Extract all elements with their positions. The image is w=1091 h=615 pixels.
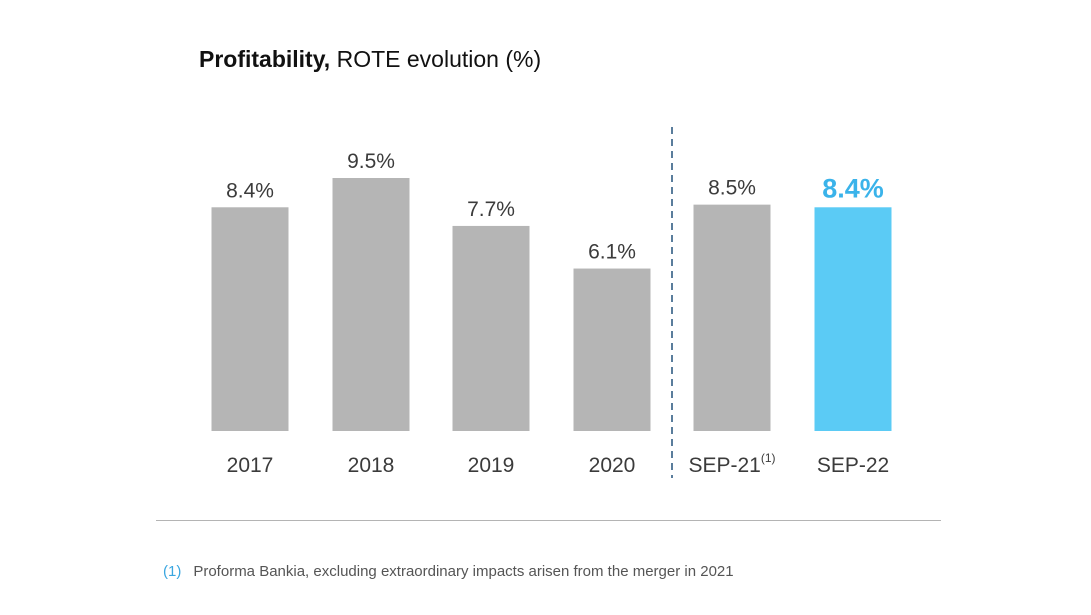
- value-label-sep-22: 8.4%: [822, 173, 884, 203]
- bar-sep-22: [814, 207, 892, 431]
- chart-title: Profitability, ROTE evolution (%): [199, 46, 541, 73]
- value-label-2017: 8.4%: [226, 179, 274, 202]
- category-label-sep-22: SEP-22: [817, 454, 889, 477]
- chart-title-rest: ROTE evolution (%): [330, 46, 542, 72]
- value-label-2020: 6.1%: [588, 241, 636, 264]
- category-label-2018: 2018: [348, 454, 395, 477]
- value-label-2019: 7.7%: [467, 198, 515, 221]
- category-label-2017: 2017: [227, 454, 274, 477]
- footnote-text: Proforma Bankia, excluding extraordinary…: [193, 563, 734, 580]
- rote-bar-chart: 8.4% 2017 9.5% 2018 7.7% 2019 6.1% 2020 8.5% SEP-…: [211, 127, 892, 478]
- bar-2018: [332, 178, 410, 431]
- category-label-sep-21: SEP-21(1): [688, 451, 775, 477]
- value-label-2018: 9.5%: [347, 150, 395, 173]
- bar-2017: [211, 207, 289, 431]
- category-label-2019: 2019: [468, 454, 515, 477]
- category-label-2020: 2020: [589, 454, 636, 477]
- value-label-sep-21: 8.5%: [708, 177, 756, 200]
- bar-2019: [452, 225, 530, 431]
- footnote-marker: (1): [163, 563, 182, 580]
- chart-title-bold: Profitability,: [199, 46, 331, 72]
- footnote: (1) Proforma Bankia, excluding extraordin…: [163, 563, 734, 580]
- footer-divider: [156, 520, 941, 521]
- bar-sep-21: [693, 204, 771, 431]
- bar-2020: [573, 268, 651, 431]
- category-superscript: (1): [761, 451, 776, 465]
